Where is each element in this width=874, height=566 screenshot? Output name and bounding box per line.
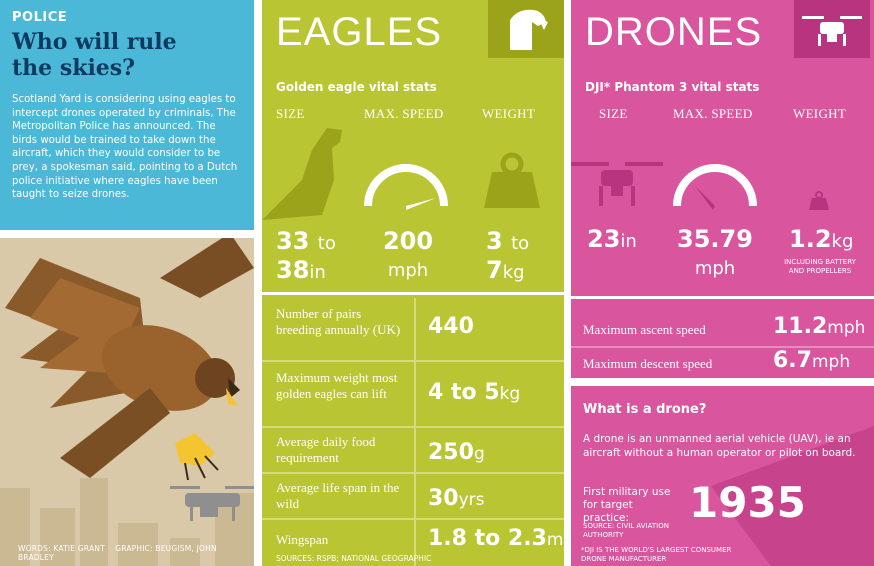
eagle-stat-value: 440 (428, 314, 474, 339)
eagle-stat-label: Average daily food requirement (276, 434, 376, 465)
eagle-stat-label: Number of pairs breeding annually (UK) (276, 306, 401, 337)
eagles-subtitle: Golden eagle vital stats (276, 80, 437, 94)
eagle-stat-label: Maximum weight most golden eagles can li… (276, 370, 398, 401)
descent-value: 6.7mph (773, 348, 851, 373)
descent-label: Maximum descent speed (583, 356, 713, 371)
drone-icon (794, 0, 870, 58)
drone-weight-value: 1.2kg (789, 225, 854, 253)
shadow-stripe (711, 426, 874, 566)
eagle-speed-value: 200 mph (382, 227, 434, 282)
drone-size-value: 23in (587, 225, 637, 253)
first-use-source: SOURCE: CIVIL AVIATION AUTHORITY (583, 522, 669, 539)
drones-header-size: SIZE (599, 106, 628, 121)
drone-silhouette-icon (571, 162, 663, 206)
eagles-header-weight: WEIGHT (482, 106, 536, 121)
perched-eagle-icon (262, 128, 342, 220)
eagle-attacking-drone-illustration: WORDS: KATIE GRANT GRAPHIC: BEUGISM, JOH… (0, 238, 254, 566)
eagle-stat-value: 1.8 to 2.3m (428, 526, 564, 551)
headline: Who will rule the skies? (12, 29, 177, 81)
eagle-stat-label: Wingspan (276, 532, 329, 547)
credit-words: WORDS: KATIE GRANT (18, 544, 105, 553)
eagle-stat-row: Average daily food requirement 250g (262, 426, 564, 472)
eagle-sources: SOURCES: RSPB; NATIONAL GEOGRAPHIC (276, 554, 432, 563)
drone-weight-note: INCLUDING BATTERY AND PROPELLERS (784, 258, 856, 275)
drones-header-weight: WEIGHT (793, 106, 847, 121)
drone-stats-panel: DRONES DJI* Phantom 3 vital stats SIZE M… (571, 0, 874, 378)
drones-title: DRONES (585, 10, 763, 54)
eagle-stat-row: Maximum weight most golden eagles can li… (262, 360, 564, 426)
police-column: POLICE Who will rule the skies? Scotland… (0, 0, 254, 566)
eagles-header-speed: MAX. SPEED (364, 106, 444, 121)
first-use-label: First military use for target practice: (583, 486, 671, 524)
divider (571, 296, 874, 299)
eagle-speedometer-icon (364, 164, 448, 210)
eagle-stat-value: 30yrs (428, 486, 485, 511)
eagle-weight-icon (484, 152, 540, 208)
ascent-label: Maximum ascent speed (583, 322, 706, 337)
police-panel: POLICE Who will rule the skies? Scotland… (0, 0, 254, 230)
what-is-a-drone-panel: What is a drone? A drone is an unmanned … (571, 386, 874, 566)
eagles-header-size: SIZE (276, 106, 305, 121)
divider (262, 292, 564, 295)
drones-header-speed: MAX. SPEED (673, 106, 753, 121)
what-title: What is a drone? (583, 402, 707, 417)
column-separator (414, 298, 416, 566)
drone-speedometer-icon (673, 164, 757, 210)
row-divider (571, 346, 874, 348)
drones-subtitle: DJI* Phantom 3 vital stats (585, 80, 760, 94)
drones-column: DRONES DJI* Phantom 3 vital stats SIZE M… (571, 0, 874, 566)
eagle-stat-label: Average life span in the wild (276, 480, 400, 511)
eagle-illustration (0, 238, 254, 566)
first-use-year: 1935 (689, 478, 806, 527)
drone-speed-value: 35.79 mph (677, 225, 753, 280)
eagle-head-icon (488, 0, 564, 58)
drone-weight-icon (809, 191, 829, 210)
eagle-stat-row: Average life span in the wild 30yrs (262, 472, 564, 518)
eagle-stat-row: Wingspan 1.8 to 2.3m (262, 518, 564, 566)
what-body: A drone is an unmanned aerial vehicle (U… (583, 433, 856, 459)
eagle-weight-value: 3 to 7kg (486, 227, 530, 284)
article-body: Scotland Yard is considering using eagle… (12, 94, 238, 201)
eagles-column: EAGLES Golden eagle vital stats SIZE MAX… (262, 0, 564, 566)
eagle-stat-row: Number of pairs breeding annually (UK) 4… (262, 298, 564, 360)
section-kicker: POLICE (12, 10, 68, 25)
credits: WORDS: KATIE GRANT GRAPHIC: BEUGISM, JOH… (18, 544, 254, 562)
footnote: *DJI IS THE WORLD'S LARGEST CONSUMER DRO… (581, 546, 732, 563)
credit-graphic: GRAPHIC: BEUGISM, JOHN BRADLEY (18, 544, 217, 562)
eagles-title: EAGLES (276, 10, 443, 54)
eagle-size-value: 33 to 38in (276, 227, 336, 284)
eagle-stat-value: 250g (428, 440, 485, 465)
eagle-stat-value: 4 to 5kg (428, 380, 521, 405)
ascent-value: 11.2mph (773, 314, 866, 339)
